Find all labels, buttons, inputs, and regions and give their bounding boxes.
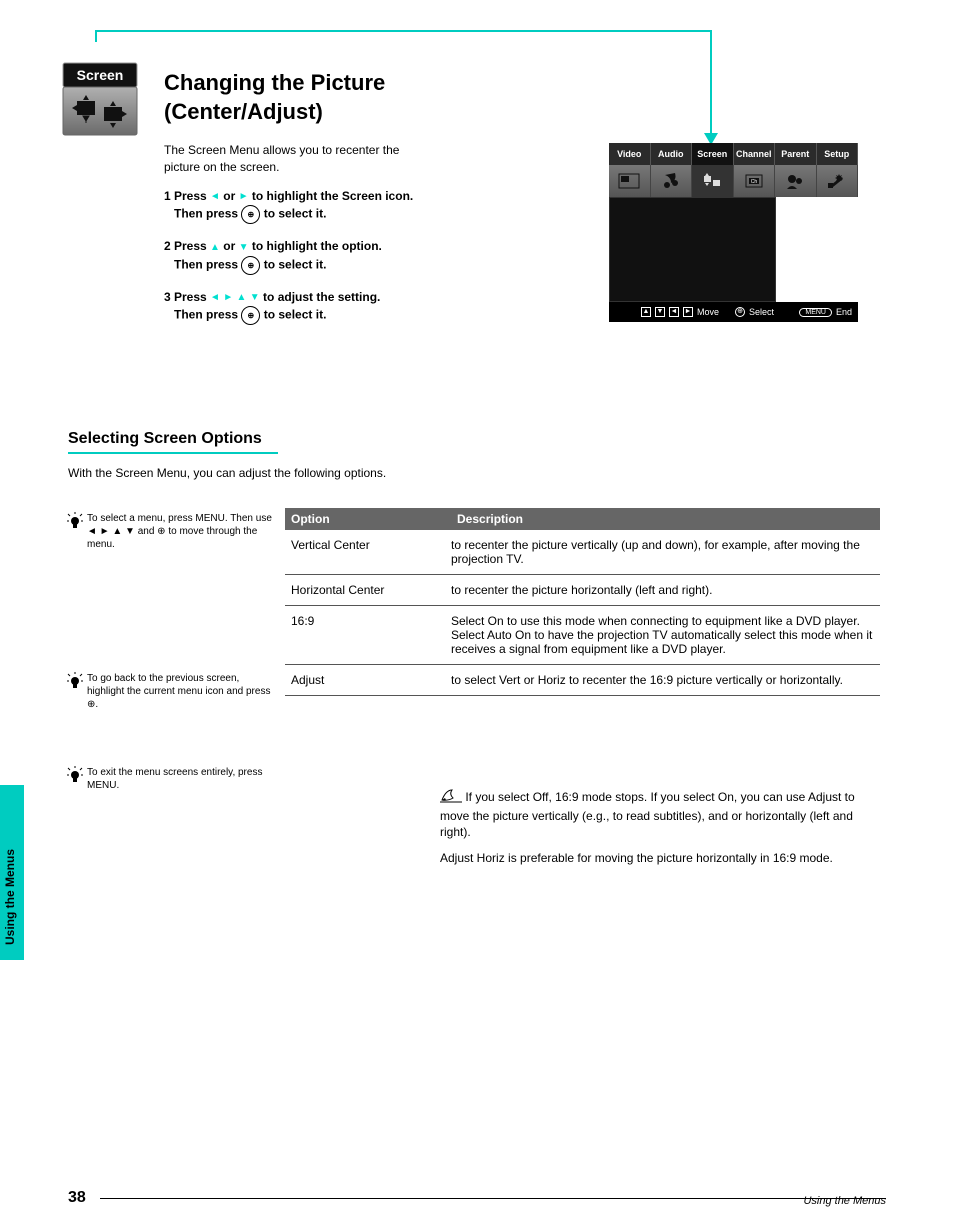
cell-desc: to select Vert or Horiz to recenter the …	[451, 673, 880, 687]
osd-ico-channel[interactable]: Ch	[734, 165, 776, 197]
enter-button-icon: ⊕	[241, 306, 260, 325]
osd-tab-channel[interactable]: Channel	[734, 143, 776, 165]
tip-text: To select a menu, press MENU. Then use ◄…	[87, 512, 277, 551]
tip-1: To select a menu, press MENU. Then use ◄…	[67, 512, 277, 551]
page-title-line1: Changing the Picture	[164, 70, 385, 96]
page-title-line2: (Center/Adjust)	[164, 99, 323, 125]
left-arrow-icon: ◄	[210, 188, 220, 205]
enter-button-icon: ⊕	[241, 256, 260, 275]
osd-footer-menu-btn: MENU	[799, 308, 832, 317]
cell-desc: Select On to use this mode when connecti…	[451, 614, 880, 656]
footer-rule	[100, 1198, 886, 1199]
screen-menu-icon: Screen	[62, 62, 138, 136]
osd-tab-row: Video Audio Screen Channel Parent Setup	[609, 143, 858, 165]
osd-footer: ▲ ▼ ◄ ► Move ⊕ Select MENU End	[609, 302, 858, 322]
osd-footer-move: Move	[697, 307, 719, 317]
up-arrow-icon: ▲	[210, 239, 220, 256]
note-preference: Adjust Horiz is preferable for moving th…	[440, 850, 880, 866]
cell-option: Adjust	[285, 673, 451, 687]
table-row: 16:9 Select On to use this mode when con…	[285, 606, 880, 665]
side-tab-label: Using the Menus	[3, 770, 17, 945]
down-arrow-icon: ▼	[250, 289, 260, 306]
lightbulb-icon	[67, 766, 83, 784]
osd-ico-parent[interactable]	[775, 165, 817, 197]
cell-option: Horizontal Center	[285, 583, 451, 597]
osd-footer-down-icon: ▼	[655, 307, 665, 317]
lightbulb-icon	[67, 512, 83, 530]
osd-ico-setup[interactable]	[817, 165, 859, 197]
osd-item[interactable]: Horizontal Center	[782, 215, 852, 229]
table-row: Horizontal Center to recenter the pictur…	[285, 575, 880, 606]
page: Screen Changing the Picture (Center/Adju…	[0, 0, 954, 1227]
osd-item[interactable]: Caption Vision	[782, 257, 852, 271]
header-rule-vert	[710, 30, 712, 138]
cell-option: Vertical Center	[285, 538, 451, 566]
osd-ico-audio[interactable]	[651, 165, 693, 197]
step-1: 1 Press ◄ or ► to highlight the Screen i…	[164, 188, 574, 224]
osd-footer-up-icon: ▲	[641, 307, 651, 317]
down-arrow-icon: ▼	[239, 239, 249, 256]
cell-option: 16:9	[285, 614, 451, 656]
page-number: 38	[68, 1189, 86, 1207]
table-row: Adjust to select Vert or Horiz to recent…	[285, 665, 880, 696]
tip-text: To exit the menu screens entirely, press…	[87, 766, 277, 792]
screen-icon-label: Screen	[77, 67, 124, 83]
right-arrow-icon: ►	[223, 289, 233, 306]
step-3: 3 Press ◄ ► ▲ ▼ to adjust the setting. 3…	[164, 289, 574, 325]
osd-tab-video[interactable]: Video	[609, 143, 651, 165]
up-arrow-icon: ▲	[237, 289, 247, 306]
osd-ico-screen[interactable]	[692, 165, 734, 197]
osd-footer-enter-icon: ⊕	[735, 307, 745, 317]
cell-desc: to recenter the picture vertically (up a…	[451, 538, 880, 566]
osd-item[interactable]: 16:9	[782, 229, 852, 243]
section-title: Selecting Screen Options	[68, 430, 262, 448]
intro-and-steps: The Screen Menu allows you to recenter t…	[164, 142, 574, 325]
osd-icon-row: Ch	[609, 165, 858, 197]
options-table: Option Description Vertical Center to re…	[285, 508, 880, 696]
table-header: Option Description	[285, 508, 880, 530]
osd-ico-video[interactable]	[609, 165, 651, 197]
enter-button-icon: ⊕	[241, 205, 260, 224]
osd-item[interactable]: Adjust	[782, 243, 852, 257]
section-intro: With the Screen Menu, you can adjust the…	[68, 465, 878, 481]
tip-text: To go back to the previous screen, highl…	[87, 672, 277, 711]
osd-tab-screen[interactable]: Screen	[692, 143, 734, 165]
osd-footer-select: Select	[749, 307, 774, 317]
osd-tab-audio[interactable]: Audio	[651, 143, 693, 165]
left-arrow-icon: ◄	[210, 289, 220, 306]
side-tab: Using the Menus	[0, 785, 24, 960]
osd-tab-parent[interactable]: Parent	[775, 143, 817, 165]
osd-preview: Video Audio Screen Channel Parent Setup …	[609, 143, 858, 322]
osd-menu-items: Vertical Center Horizontal Center 16:9 A…	[776, 197, 858, 302]
table-head-option: Option	[285, 512, 451, 526]
lightbulb-icon	[67, 672, 83, 690]
osd-footer-end: End	[836, 307, 852, 317]
osd-tab-setup[interactable]: Setup	[817, 143, 859, 165]
tip-2: To go back to the previous screen, highl…	[67, 672, 277, 711]
note-block: If you select Off, 16:9 mode stops. If y…	[440, 788, 880, 866]
osd-preview-area	[609, 197, 776, 302]
step-2: 2 Press ▲ or ▼ to highlight the option. …	[164, 238, 574, 274]
cell-desc: to recenter the picture horizontally (le…	[451, 583, 880, 597]
intro-text: The Screen Menu allows you to recenter t…	[164, 142, 574, 176]
table-row: Vertical Center to recenter the picture …	[285, 530, 880, 575]
osd-footer-right-icon: ►	[683, 307, 693, 317]
osd-footer-left-icon: ◄	[669, 307, 679, 317]
section-rule	[68, 452, 278, 454]
note-pen-icon	[440, 788, 462, 808]
svg-text:Ch: Ch	[751, 179, 758, 185]
table-head-desc: Description	[451, 512, 880, 526]
right-arrow-icon: ►	[239, 188, 249, 205]
header-rule	[95, 30, 712, 32]
footer-label: Using the Menus	[803, 1195, 886, 1207]
osd-main: Vertical Center Horizontal Center 16:9 A…	[609, 197, 858, 302]
tip-3: To exit the menu screens entirely, press…	[67, 766, 277, 792]
osd-item[interactable]: Vertical Center	[782, 201, 852, 215]
